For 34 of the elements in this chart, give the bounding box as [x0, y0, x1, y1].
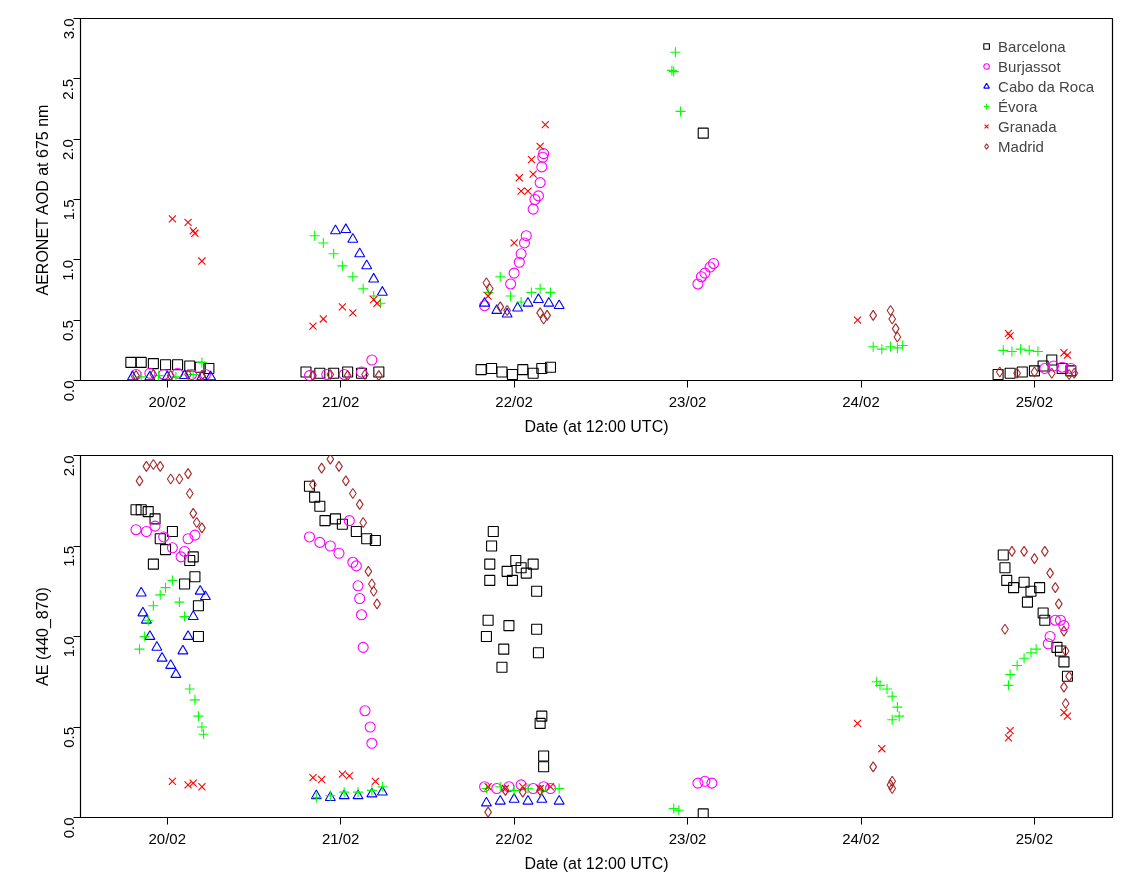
- x-axis-title: Date (at 12:00 UTC): [524, 417, 669, 435]
- x-tick-label: 21/02: [321, 392, 360, 410]
- y-tick-label: 3.0: [59, 18, 77, 40]
- legend-label: Madrid: [998, 137, 1044, 155]
- legend-label: Burjassot: [998, 57, 1061, 75]
- x-tick-label: 25/02: [1015, 392, 1054, 410]
- y-tick-label: 1.5: [59, 199, 77, 221]
- y-tick-label: 1.0: [59, 259, 77, 281]
- y-tick-label: 2.0: [59, 139, 77, 161]
- y-tick-label: 0.0: [59, 817, 77, 839]
- y-tick-label: 1.0: [59, 636, 77, 658]
- x-tick-label: 20/02: [148, 829, 186, 847]
- y-tick-label: 0.5: [59, 320, 77, 342]
- y-axis-title: AERONET AOD at 675 nm: [33, 104, 51, 296]
- legend-label: Cabo da Roca: [998, 77, 1094, 95]
- x-tick-label: 22/02: [495, 829, 533, 847]
- legend-label: Granada: [998, 117, 1057, 135]
- x-tick-label: 21/02: [321, 829, 360, 847]
- legend-label: Barcelona: [998, 37, 1066, 55]
- x-tick-label: 24/02: [842, 392, 880, 410]
- y-tick-label: 0.5: [59, 726, 77, 748]
- x-tick-label: 22/02: [495, 392, 533, 410]
- x-tick-label: 24/02: [842, 829, 880, 847]
- x-tick-label: 20/02: [148, 392, 186, 410]
- x-tick-label: 23/02: [668, 392, 707, 410]
- legend-label: Évora: [998, 97, 1038, 115]
- x-axis-title: Date (at 12:00 UTC): [524, 854, 669, 872]
- y-tick-label: 2.5: [59, 78, 77, 100]
- x-tick-label: 23/02: [668, 829, 707, 847]
- y-tick-label: 2.0: [59, 455, 77, 477]
- y-tick-label: 1.5: [59, 545, 77, 567]
- y-tick-label: 0.0: [59, 380, 77, 402]
- x-tick-label: 25/02: [1015, 829, 1054, 847]
- y-axis-title: AE (440_870): [33, 587, 52, 686]
